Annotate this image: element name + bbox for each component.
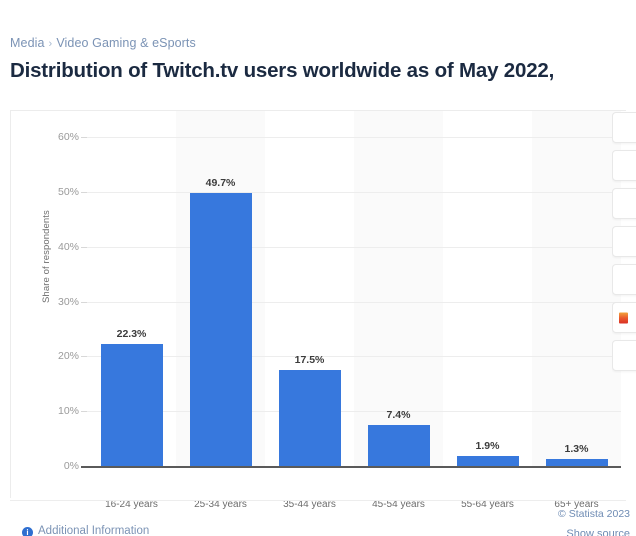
bar[interactable]: [189, 193, 252, 466]
y-tick-mark: [81, 356, 87, 358]
pdf-icon: [619, 312, 628, 323]
x-tick-label: 55-64 years: [461, 499, 514, 510]
page-title: Distribution of Twitch.tv users worldwid…: [10, 59, 555, 82]
gridline: [87, 411, 621, 413]
y-tick-label: 30%: [57, 295, 79, 308]
bar[interactable]: [367, 425, 430, 466]
gridline: [87, 191, 621, 193]
y-tick-label: 10%: [57, 405, 79, 418]
x-tick-label: 65+ years: [554, 499, 599, 510]
footer-divider: [10, 500, 626, 501]
gridline: [87, 137, 621, 138]
y-tick-mark: [81, 137, 87, 138]
bar-value-label: 22.3%: [116, 327, 147, 340]
info-icon: i: [22, 527, 33, 536]
show-source-link[interactable]: Show source: [566, 528, 630, 536]
rail-button-3[interactable]: [612, 188, 636, 219]
x-tick-label: 45-54 years: [372, 499, 425, 510]
breadcrumb: Media › Video Gaming & eSports: [10, 36, 196, 50]
y-tick-mark: [81, 301, 87, 303]
y-tick-mark: [81, 411, 87, 413]
rail-button-4[interactable]: [612, 226, 636, 257]
rail-button-1[interactable]: [612, 112, 636, 143]
bar-value-label: 7.4%: [386, 409, 411, 422]
side-toolbar: [612, 112, 636, 412]
bar-value-label: 1.3%: [564, 442, 589, 455]
gridline: [87, 301, 621, 303]
bar[interactable]: [278, 370, 341, 466]
bar[interactable]: [545, 458, 608, 466]
rail-button-5[interactable]: [612, 264, 636, 295]
rail-button-2[interactable]: [612, 150, 636, 181]
bar-value-label: 1.9%: [475, 439, 500, 452]
y-axis-title: Share of respondents: [41, 210, 52, 303]
x-tick-label: 25-34 years: [194, 499, 247, 510]
x-axis-line: [81, 466, 621, 468]
y-tick-label: 40%: [57, 240, 79, 253]
breadcrumb-item-media[interactable]: Media: [10, 36, 45, 50]
gridline: [87, 356, 621, 358]
y-tick-label: 20%: [57, 350, 79, 363]
breadcrumb-separator-icon: ›: [48, 38, 53, 50]
x-tick-label: 16-24 years: [105, 499, 158, 510]
y-tick-mark: [81, 246, 87, 248]
rail-button-pdf[interactable]: [612, 302, 636, 333]
plot-area: 0% 10% 20% 30% 40% 50% 60% 22.3% 16-24 years 49.7…: [58, 111, 621, 510]
breadcrumb-item-category[interactable]: Video Gaming & eSports: [56, 36, 196, 50]
additional-information-link[interactable]: Additional Information: [38, 525, 150, 536]
plot-band: [354, 111, 443, 466]
bar-value-label: 17.5%: [294, 354, 325, 367]
gridline: [87, 246, 621, 248]
copyright-label: © Statista 2023: [558, 508, 630, 520]
y-tick-label: 50%: [57, 185, 79, 198]
bar[interactable]: [456, 455, 519, 466]
y-tick-mark: [81, 191, 87, 193]
x-tick-label: 35-44 years: [283, 499, 336, 510]
y-tick-label: 0%: [63, 460, 79, 472]
plot-band: [532, 111, 621, 466]
bar[interactable]: [100, 343, 163, 466]
y-tick-label: 60%: [57, 131, 79, 143]
bar-value-label: 49.7%: [205, 177, 236, 190]
chart-card: Share of respondents 0% 10% 20% 30% 40% 50% 60…: [10, 110, 626, 510]
rail-button-7[interactable]: [612, 340, 636, 371]
